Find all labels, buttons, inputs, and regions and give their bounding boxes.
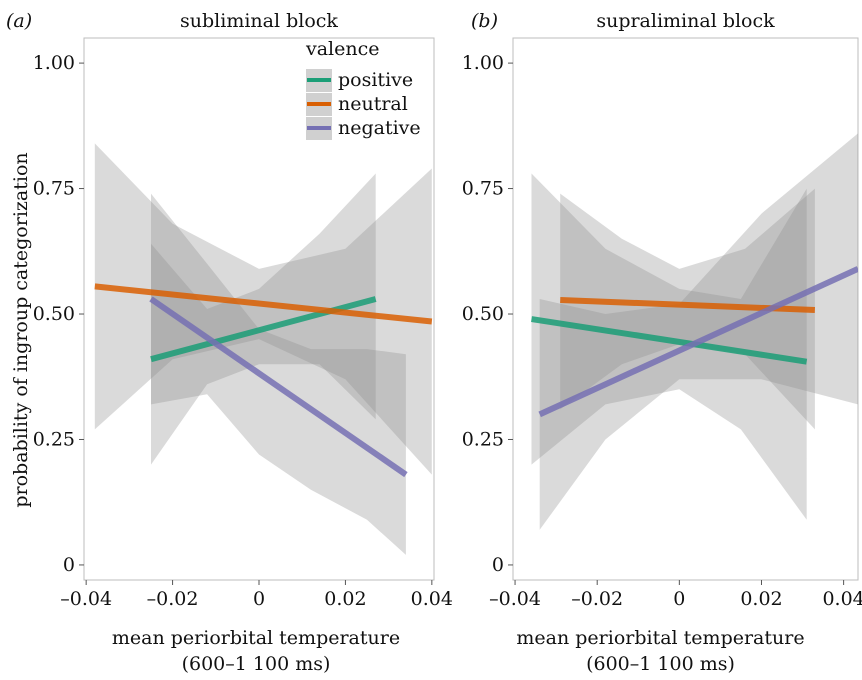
panel-title: supraliminal block <box>596 10 775 32</box>
x-axis-label: mean periorbital temperature <box>516 627 804 649</box>
x-tick-label: 0.04 <box>822 588 862 610</box>
legend-label-negative: negative <box>338 117 421 139</box>
legend-label-neutral: neutral <box>338 93 408 115</box>
plot-area <box>531 133 858 530</box>
legend <box>306 69 332 140</box>
y-axis-label: probability of ingroup categorization <box>10 152 32 508</box>
y-tick-label: 0 <box>492 554 504 576</box>
ci-band-positive <box>531 173 807 520</box>
panel-label: (a) <box>6 10 32 32</box>
x-tick-label: 0 <box>673 588 685 610</box>
panel-b <box>508 37 859 585</box>
panel-a <box>79 37 435 585</box>
x-axis-label-line2: (600–1 100 ms) <box>586 653 735 675</box>
legend-label-positive: positive <box>338 69 413 91</box>
ci-band-positive <box>151 173 376 465</box>
x-tick-label: 0.04 <box>411 588 453 610</box>
ci-band-neutral <box>560 188 815 430</box>
y-tick-label: 0.75 <box>462 178 504 200</box>
ci-band-negative <box>151 193 406 555</box>
panel-label: (b) <box>471 10 498 32</box>
x-tick-label: 0.02 <box>740 588 782 610</box>
y-tick-label: 0.25 <box>462 428 504 450</box>
y-tick-label: 0.25 <box>33 428 75 450</box>
x-tick-label: –0.02 <box>571 588 623 610</box>
series-line-negative <box>538 266 858 418</box>
x-tick-label: –0.04 <box>489 588 541 610</box>
plot-area <box>94 143 433 555</box>
x-axis-label: mean periorbital temperature <box>112 627 400 649</box>
x-tick-label: 0 <box>253 588 265 610</box>
y-tick-label: 0.50 <box>33 303 75 325</box>
y-axis-label-wrap: probability of ingroup categorization <box>6 120 36 540</box>
x-tick-label: –0.04 <box>60 588 112 610</box>
x-tick-label: 0.02 <box>324 588 366 610</box>
y-tick-label: 1.00 <box>462 52 504 74</box>
panel-border <box>512 37 859 581</box>
series-line-negative <box>149 296 408 478</box>
panel-title: subliminal block <box>180 10 338 32</box>
ci-band-neutral <box>94 143 432 475</box>
series-line-positive <box>531 316 808 365</box>
y-tick-label: 0.75 <box>33 178 75 200</box>
y-tick-label: 0 <box>63 554 75 576</box>
ci-band-negative <box>539 133 858 530</box>
legend-title: valence <box>305 38 380 60</box>
y-tick-label: 0.50 <box>462 303 504 325</box>
x-tick-label: –0.02 <box>147 588 199 610</box>
x-axis-label-line2: (600–1 100 ms) <box>182 653 331 675</box>
y-tick-label: 1.00 <box>33 52 75 74</box>
series-line-neutral <box>94 283 433 325</box>
